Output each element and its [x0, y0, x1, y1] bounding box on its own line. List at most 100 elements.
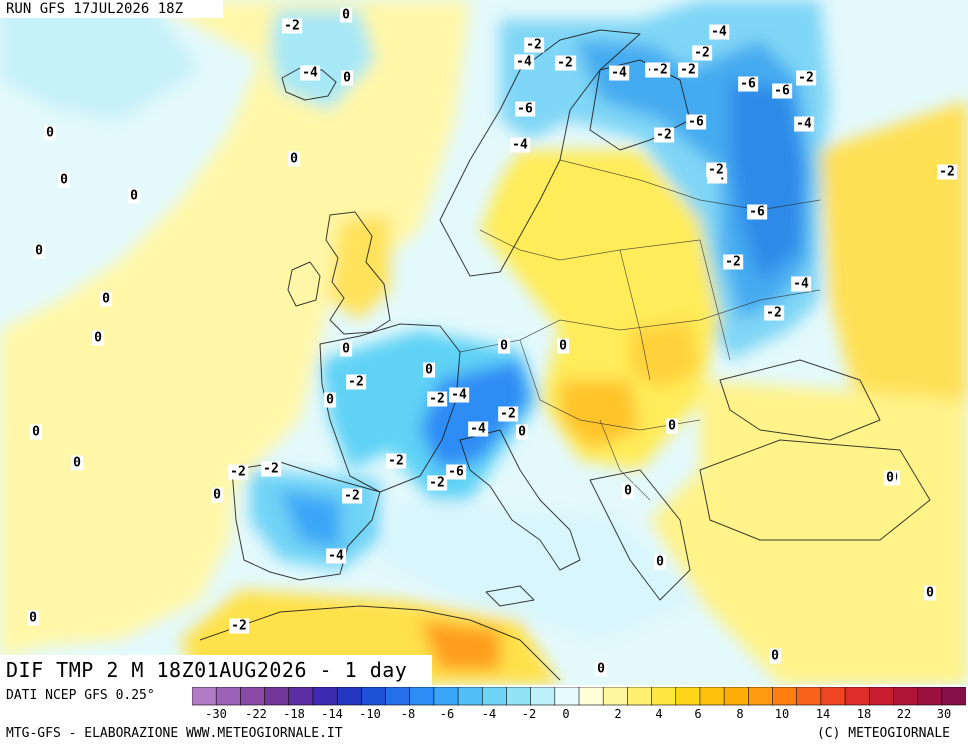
contour-label: -4	[510, 137, 530, 153]
color-swatch	[772, 687, 798, 706]
contour-label: 0	[324, 392, 336, 408]
contour-label: -2	[796, 70, 816, 86]
contour-label: 0	[423, 362, 435, 378]
contour-label: -4	[791, 276, 811, 292]
color-swatch	[312, 687, 338, 706]
footer-copyright: (C) METEOGIORNALE	[816, 726, 950, 741]
scale-tick-label: -22	[245, 707, 267, 721]
color-swatch	[941, 687, 966, 706]
contour-label: -2	[723, 254, 743, 270]
scale-tick-label: -2	[521, 707, 537, 721]
color-swatch	[868, 687, 895, 706]
contour-label: -2	[706, 162, 726, 178]
scale-tick-label: 10	[774, 707, 790, 721]
color-swatch	[820, 687, 846, 706]
color-swatch	[578, 687, 604, 706]
contour-label: -2	[678, 62, 698, 78]
contour-label: -2	[692, 45, 712, 61]
contour-label: 0	[100, 291, 112, 307]
country-borders	[459, 159, 821, 501]
scale-tick-label: -30	[205, 707, 227, 721]
color-swatch	[481, 687, 508, 706]
color-swatch	[675, 687, 701, 706]
scale-tick-label: 6	[694, 707, 702, 721]
scale-tick-label: 30	[936, 707, 952, 721]
contour-label: -6	[446, 464, 466, 480]
color-swatch	[917, 687, 943, 706]
contour-label: -4	[609, 65, 629, 81]
color-swatch	[893, 687, 919, 706]
contour-label: -6	[747, 204, 767, 220]
scale-tick-label: -6	[439, 707, 455, 721]
color-swatch	[457, 687, 483, 706]
contour-label: 0	[58, 172, 70, 188]
color-swatch	[336, 687, 362, 706]
color-swatch	[723, 687, 749, 706]
contour-label: 0	[288, 151, 300, 167]
scale-tick-label: -18	[283, 707, 305, 721]
contour-label: 0	[44, 125, 56, 141]
scale-tick-label: -8	[400, 707, 416, 721]
scale-tick-label: -14	[321, 707, 343, 721]
contour-label: 0	[340, 7, 352, 23]
contour-label: -6	[772, 83, 792, 99]
contour-label: -2	[346, 374, 366, 390]
contour-label: -4	[709, 24, 729, 40]
contour-label: 0	[27, 610, 39, 626]
contour-label: -4	[468, 421, 488, 437]
scale-tick-label: 4	[655, 707, 663, 721]
contour-label: -2	[555, 55, 575, 71]
color-swatch	[554, 687, 580, 706]
contour-label: 0	[884, 470, 896, 486]
scale-tick-label: 22	[896, 707, 912, 721]
color-swatch	[409, 687, 435, 706]
color-swatch	[264, 687, 290, 706]
contour-label: 0	[211, 487, 223, 503]
contour-label: 0	[516, 424, 528, 440]
color-swatch	[506, 687, 532, 706]
map-title: DIF TMP 2 M 18Z01AUG2026 - 1 day	[0, 655, 432, 685]
contour-label: -2	[650, 62, 670, 78]
contour-label: -2	[427, 475, 447, 491]
contour-label: -2	[228, 464, 248, 480]
contour-label: -4	[449, 387, 469, 403]
anomaly-field	[0, 0, 968, 685]
contour-label: -6	[686, 114, 706, 130]
contour-label: 0	[654, 554, 666, 570]
contour-label: 0	[666, 418, 678, 434]
contour-label: 0	[498, 338, 510, 354]
contour-label: -2	[654, 127, 674, 143]
contour-label: 0	[128, 188, 140, 204]
contour-label: -2	[524, 37, 544, 53]
footer-credit: MTG-GFS - ELABORAZIONE WWW.METEOGIORNALE…	[6, 726, 343, 741]
contour-label: -4	[514, 54, 534, 70]
contour-label: 0	[340, 341, 352, 357]
contour-label: 0	[92, 330, 104, 346]
contour-label: 0	[769, 648, 781, 664]
scale-tick-label: 0	[562, 707, 570, 721]
contour-label: -2	[229, 618, 249, 634]
contour-label: 0	[30, 424, 42, 440]
scale-tick-label: 18	[856, 707, 872, 721]
contour-label: -2	[427, 391, 447, 407]
scale-tick-label: 2	[614, 707, 622, 721]
run-label: RUN GFS 17JUL2026 18Z	[0, 0, 224, 18]
contour-label: -6	[515, 101, 535, 117]
color-swatch	[796, 687, 822, 706]
contour-label: 0	[595, 661, 607, 677]
contour-label: -2	[498, 406, 518, 422]
contour-label: -4	[300, 65, 320, 81]
contour-label: -2	[342, 488, 362, 504]
contour-label: 0	[924, 585, 936, 601]
contour-label: -2	[937, 164, 957, 180]
data-source-label: DATI NCEP GFS 0.25°	[6, 688, 155, 703]
contour-label: -6	[738, 76, 758, 92]
contour-label: 0	[341, 70, 353, 86]
contour-label: -4	[794, 116, 814, 132]
color-swatch	[215, 687, 241, 706]
scale-tick-label: -10	[359, 707, 381, 721]
contour-label: 0	[33, 243, 45, 259]
contour-label: -2	[282, 18, 302, 34]
color-swatch	[433, 687, 459, 706]
contour-label: -2	[764, 305, 784, 321]
